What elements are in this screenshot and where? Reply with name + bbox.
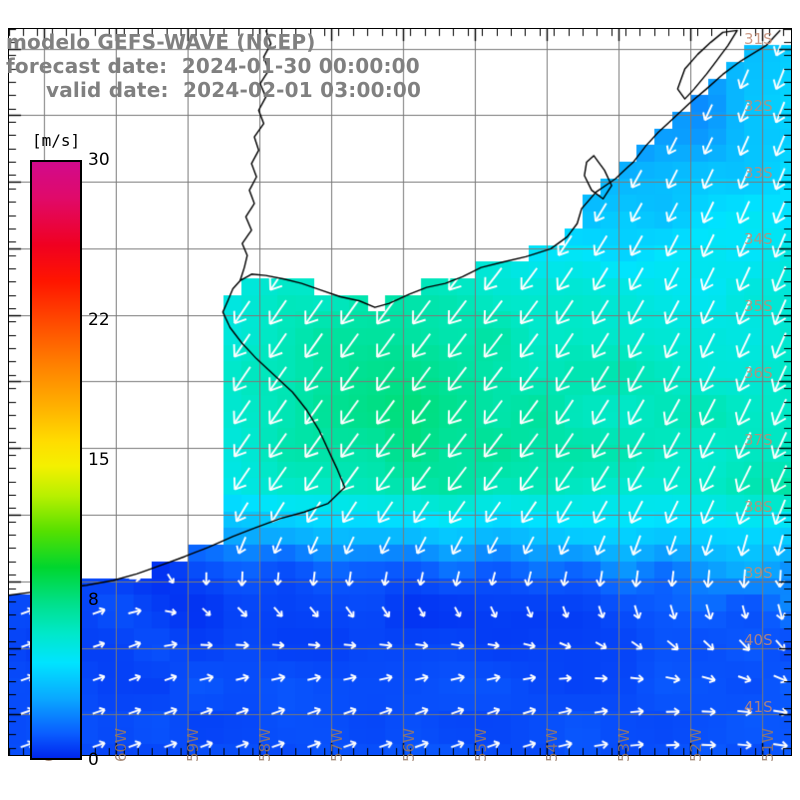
wind-speed-field-canvas[interactable]: [9, 29, 791, 755]
colorbar-tick-8: 8: [88, 590, 99, 610]
colorbar-tick-30: 30: [88, 150, 110, 170]
colorbar-tick-15: 15: [88, 450, 110, 470]
colorbar-legend[interactable]: [m/s] 30 22 15 8 0: [30, 131, 110, 770]
map-plot-area[interactable]: [8, 28, 792, 756]
colorbar-tick-22: 22: [88, 310, 110, 330]
colorbar-unit-label: [m/s]: [32, 131, 81, 150]
colorbar-tick-0: 0: [88, 750, 99, 770]
colorbar-gradient[interactable]: [30, 160, 82, 760]
